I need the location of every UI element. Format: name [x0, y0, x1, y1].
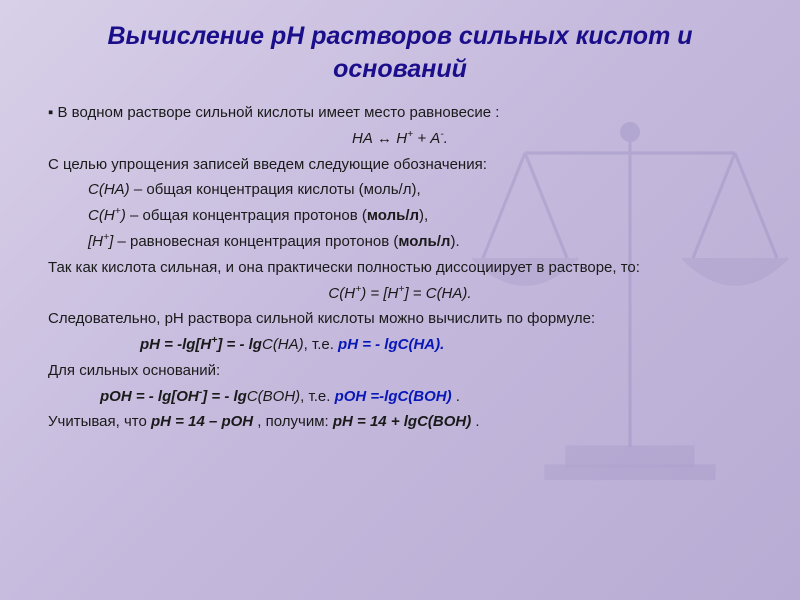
- paragraph-5: Для сильных оснований:: [40, 359, 760, 382]
- eq-highlight: pH = - lgC(HA).: [338, 336, 444, 353]
- eq-part: С(Н: [328, 285, 355, 302]
- equation-3: рН = -lg[H+] = - lgC(HA), т.е. pH = - lg…: [40, 332, 760, 356]
- unit: моль/л: [367, 207, 419, 224]
- eq-part: .: [444, 130, 448, 147]
- desc: ).: [450, 233, 459, 250]
- eq-part: C(HA): [262, 336, 304, 353]
- eq-part: рН = 14 – рОН: [151, 413, 253, 430]
- paragraph-1: В водном растворе сильной кислоты имеет …: [40, 101, 760, 124]
- desc: – равновесная концентрация протонов (: [113, 233, 398, 250]
- paragraph-3: Так как кислота сильная, и она практичес…: [40, 256, 760, 279]
- text: , получим:: [253, 413, 333, 430]
- paragraph-2: С целью упрощения записей введем следующ…: [40, 153, 760, 176]
- eq-part: .: [452, 388, 460, 405]
- desc: ),: [419, 207, 428, 224]
- eq-part: ) = [Н: [361, 285, 398, 302]
- eq-part: рОН = - lg[OH: [100, 388, 199, 405]
- eq-highlight: pOH =-lgC(BOH): [335, 388, 452, 405]
- text: В водном растворе сильной кислоты имеет …: [58, 104, 500, 121]
- text: С целью упрощения записей введем следующ…: [48, 156, 487, 173]
- text: .: [471, 413, 479, 430]
- unit: моль/л: [398, 233, 450, 250]
- eq-part: ] = - lg: [217, 336, 262, 353]
- definition-2: С(Н+) – общая концентрация протонов (мол…: [40, 203, 760, 227]
- definition-3: [Н+] – равновесная концентрация протонов…: [40, 229, 760, 253]
- equation-1: НА ↔ Н+ + А-.: [40, 126, 760, 150]
- slide-title: Вычисление рН растворов сильных кислот и…: [40, 20, 760, 85]
- term: [Н: [88, 233, 103, 250]
- desc: – общая концентрация протонов (: [126, 207, 367, 224]
- eq-part: , т.е.: [300, 388, 334, 405]
- text: Учитывая, что: [48, 413, 151, 430]
- term: С(НА): [88, 181, 130, 198]
- text: Так как кислота сильная, и она практичес…: [48, 259, 640, 276]
- paragraph-6: Учитывая, что рН = 14 – рОН , получим: р…: [40, 410, 760, 433]
- definition-1: С(НА) – общая концентрация кислоты (моль…: [40, 178, 760, 201]
- eq-part: C(BOH): [247, 388, 300, 405]
- slide-content: Вычисление рН растворов сильных кислот и…: [0, 0, 800, 445]
- eq-part: рН = -lg[H: [140, 336, 211, 353]
- eq-part: , т.е.: [304, 336, 338, 353]
- term: С(Н: [88, 207, 115, 224]
- equation-2: С(Н+) = [Н+] = С(НА).: [40, 281, 760, 305]
- eq-part: ] = С(НА).: [404, 285, 471, 302]
- eq-part: рН = 14 + lgC(BOH): [333, 413, 471, 430]
- equation-4: рОН = - lg[OH-] = - lgC(BOH), т.е. pOH =…: [40, 384, 760, 408]
- eq-part: НА ↔ Н: [352, 130, 407, 147]
- paragraph-4: Следовательно, рН раствора сильной кисло…: [40, 307, 760, 330]
- desc: – общая концентрация кислоты (моль/л),: [130, 181, 421, 198]
- text: Следовательно, рН раствора сильной кисло…: [48, 310, 595, 327]
- eq-part: ] = - lg: [202, 388, 247, 405]
- eq-part: + А: [413, 130, 440, 147]
- text: Для сильных оснований:: [48, 362, 220, 379]
